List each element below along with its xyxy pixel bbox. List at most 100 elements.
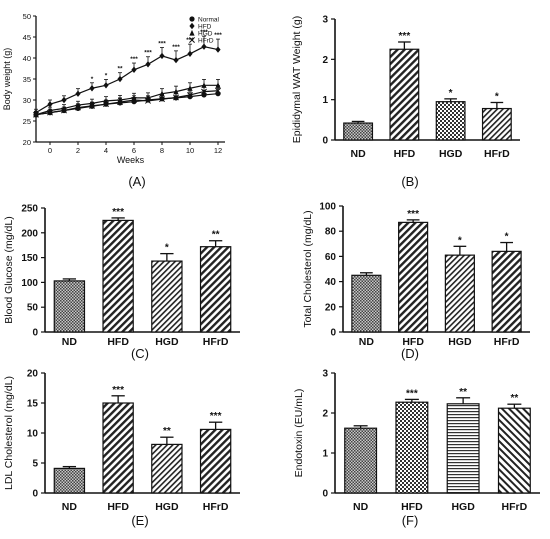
significance-label: *** xyxy=(200,29,208,36)
data-point xyxy=(117,75,123,83)
y-tick-label: 100 xyxy=(21,278,38,289)
category-label: ND xyxy=(351,148,367,160)
y-tick-label: 5 xyxy=(32,459,38,470)
x-tick-label: 10 xyxy=(186,146,194,155)
series-hfrd xyxy=(33,85,221,118)
bar xyxy=(102,402,134,494)
data-point xyxy=(75,104,81,111)
y-tick-label: 3 xyxy=(322,15,328,26)
category-label: HFD xyxy=(402,336,424,348)
series-line xyxy=(35,46,219,114)
data-point xyxy=(89,85,95,92)
data-point xyxy=(159,96,165,103)
category-label: HFD xyxy=(394,148,416,160)
legend-label: HGD xyxy=(198,31,213,38)
data-point xyxy=(215,82,221,88)
x-tick-label: 2 xyxy=(76,146,80,155)
x-tick-label: 0 xyxy=(48,146,52,155)
x-tick-label: 12 xyxy=(214,146,222,155)
panel-d-bar-chart: 0 20 40 60 80 100 Total Cholesterol (mg/dL) ND *… xyxy=(302,202,530,361)
data-point xyxy=(201,88,207,95)
data-point xyxy=(187,50,193,57)
bar xyxy=(395,401,429,494)
panel-b-bar-chart: 0 1 2 3 Epididymal WAT Weight (g) ND *** HFD * HG… xyxy=(291,15,520,189)
x-axis-title: Weeks xyxy=(117,155,145,165)
category-label: HGD xyxy=(155,501,179,513)
y-tick-label: 40 xyxy=(23,54,31,63)
significance-label: *** xyxy=(399,31,411,42)
category-label: ND xyxy=(359,336,375,348)
y-tick-label: 3 xyxy=(322,369,328,380)
series-hfd: * ************ ********* *** xyxy=(33,29,222,116)
bar xyxy=(151,443,183,494)
legend-label: HFD xyxy=(198,24,212,31)
data-point xyxy=(75,90,81,97)
category-label: HFD xyxy=(107,336,129,348)
panel-label: (E) xyxy=(131,513,148,528)
x-tick-label: 4 xyxy=(104,146,108,155)
data-point xyxy=(47,101,53,108)
bar xyxy=(497,407,531,494)
y-tick-label: 10 xyxy=(27,429,39,440)
data-point xyxy=(61,96,67,104)
y-tick-label: 30 xyxy=(23,96,31,105)
bar xyxy=(351,274,382,333)
data-point xyxy=(103,101,109,108)
bar xyxy=(343,122,374,141)
bar xyxy=(491,250,522,333)
y-tick-label: 150 xyxy=(21,253,38,264)
y-tick-label: 20 xyxy=(23,138,31,147)
bar xyxy=(199,246,232,333)
y-axis-title: Epididymal WAT Weight (g) xyxy=(291,16,303,143)
significance-label: * xyxy=(505,232,509,243)
category-label: HFrD xyxy=(484,148,510,160)
legend-label: HFrD xyxy=(198,38,214,45)
significance-label: ** xyxy=(459,387,467,398)
y-axis-title: Body weight (g) xyxy=(2,48,12,111)
data-point xyxy=(201,43,207,50)
bar xyxy=(446,403,480,494)
y-tick-label: 0 xyxy=(322,136,328,147)
significance-label: * xyxy=(165,243,169,254)
category-label: HFrD xyxy=(203,501,229,513)
data-point xyxy=(47,109,53,116)
category-label: ND xyxy=(62,501,78,513)
data-point xyxy=(33,111,39,118)
y-tick-label: 35 xyxy=(23,75,31,84)
y-axis-title: Total Cholesterol (mg/dL) xyxy=(302,210,314,327)
series-line xyxy=(35,90,219,116)
panel-label: (F) xyxy=(402,513,419,528)
data-point xyxy=(201,92,207,98)
y-tick-label: 60 xyxy=(325,252,337,263)
bar xyxy=(444,254,475,333)
significance-label: *** xyxy=(406,388,418,399)
y-axis-title: Endotoxin (EU/mL) xyxy=(293,389,305,478)
category-label: HFD xyxy=(107,501,129,513)
significance-label: ** xyxy=(117,66,123,73)
y-tick-label: 15 xyxy=(27,399,39,410)
data-point xyxy=(189,29,195,36)
data-point xyxy=(187,85,193,91)
y-tick-label: 1 xyxy=(322,95,328,106)
significance-label: ** xyxy=(163,426,171,437)
significance-label: ** xyxy=(510,393,518,404)
data-point xyxy=(117,99,123,106)
significance-label: * xyxy=(458,235,462,246)
y-tick-label: 200 xyxy=(21,228,38,239)
series-hgd xyxy=(33,79,221,118)
data-point xyxy=(187,92,193,98)
significance-label: *** xyxy=(112,385,124,396)
bar xyxy=(151,260,183,333)
significance-label: * xyxy=(105,72,108,79)
data-point xyxy=(215,46,221,53)
data-point xyxy=(131,66,137,73)
panel-a-line-chart: 20 25 30 35 40 45 50 0 2 4 6 8 10 12 Body weight (g) We… xyxy=(2,12,225,189)
category-label: HFrD xyxy=(502,501,528,513)
y-tick-label: 50 xyxy=(23,12,31,21)
legend-label: Normal xyxy=(198,17,220,24)
category-label: HFrD xyxy=(494,336,520,348)
y-tick-label: 40 xyxy=(325,277,337,288)
data-point xyxy=(189,37,195,43)
category-label: HFrD xyxy=(203,336,229,348)
